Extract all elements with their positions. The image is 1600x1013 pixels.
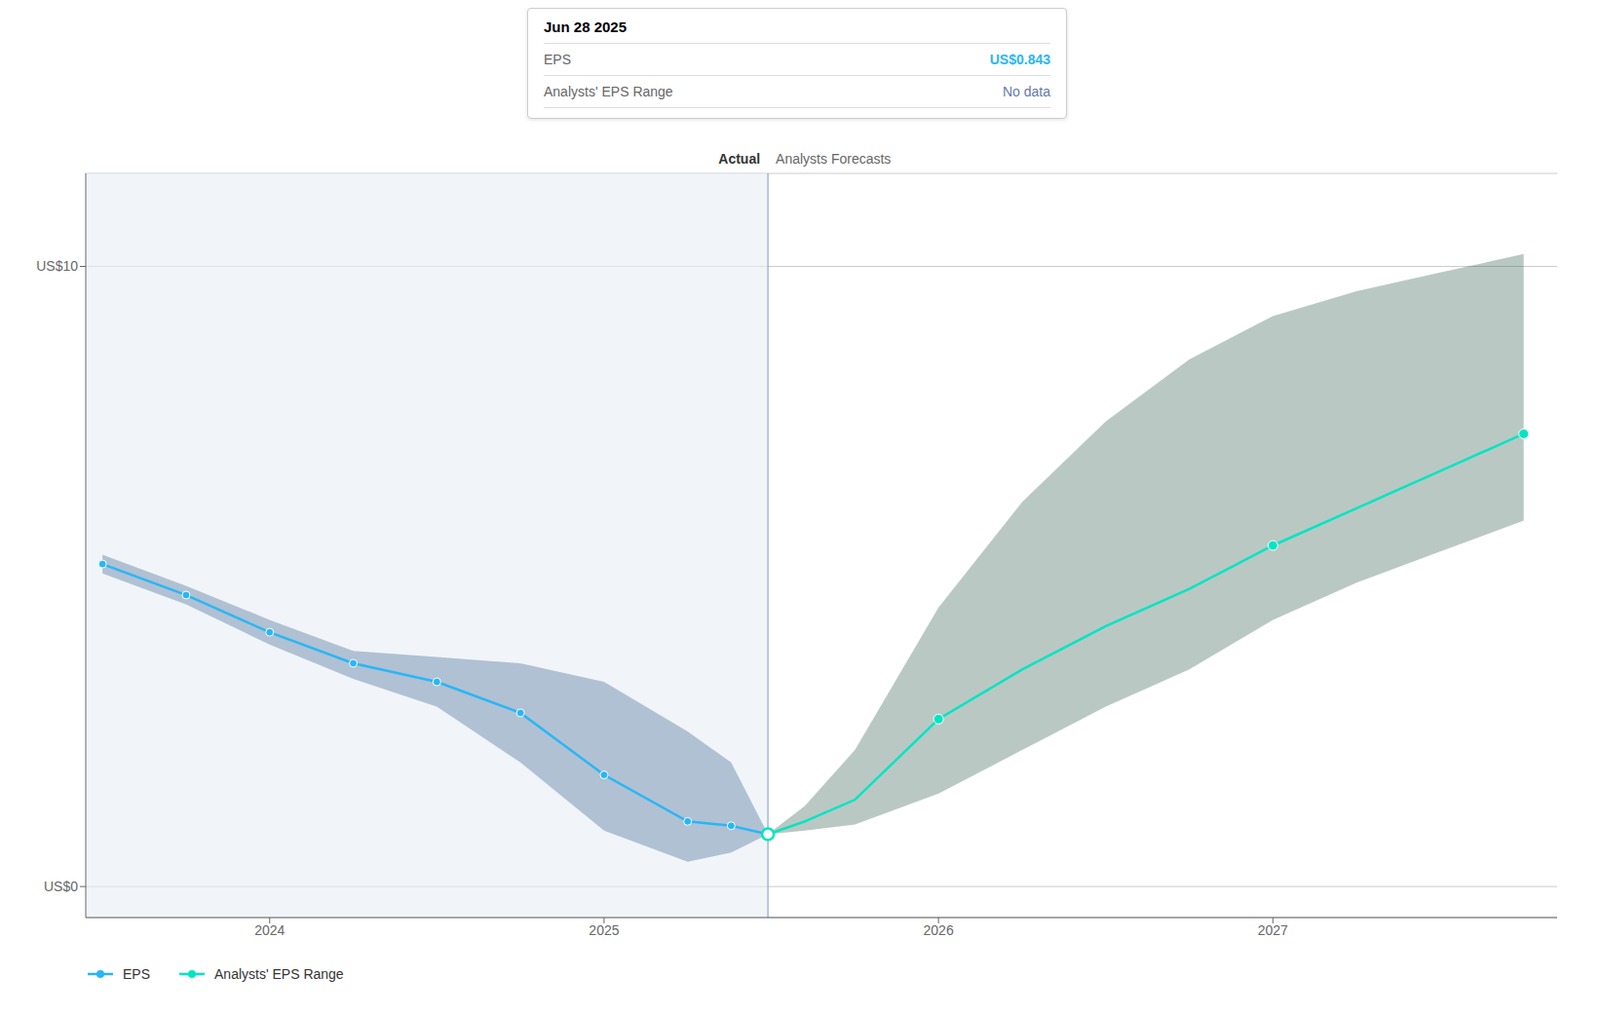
svg-text:Analysts Forecasts: Analysts Forecasts — [775, 151, 891, 167]
html-text:Analysts' EPS Range: Analysts' EPS Range — [543, 83, 673, 100]
svg-text:2026: 2026 — [923, 922, 954, 939]
html-text:Analysts' EPS Range: Analysts' EPS Range — [214, 966, 344, 983]
svg-text:US$10: US$10 — [36, 258, 78, 274]
html-text:No data: No data — [1002, 83, 1051, 100]
svg-text:US$0: US$0 — [43, 878, 78, 895]
svg-text:Actual: Actual — [718, 151, 761, 167]
svg-text:2024: 2024 — [254, 922, 285, 939]
html-text:Jun 28 2025: Jun 28 2025 — [543, 18, 627, 36]
svg-text:2027: 2027 — [1257, 922, 1289, 939]
html-text:EPS: EPS — [122, 966, 151, 983]
html-text:US$0.843: US$0.843 — [989, 51, 1051, 68]
svg-text:2025: 2025 — [588, 922, 619, 939]
html-text:EPS: EPS — [543, 51, 572, 68]
